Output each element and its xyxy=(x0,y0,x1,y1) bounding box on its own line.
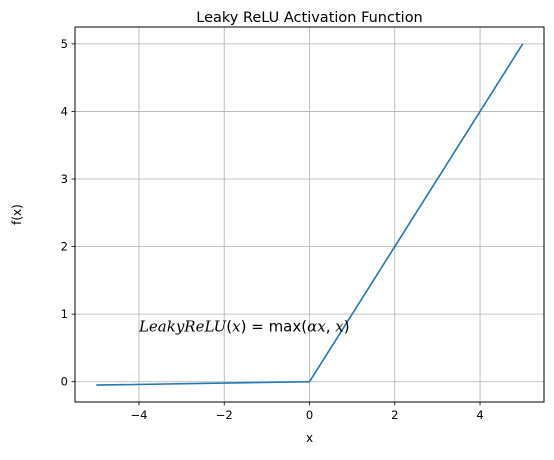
x-tick-label: −4 xyxy=(130,408,147,422)
formula-close-eq: ) = xyxy=(241,317,269,335)
tick-layer: −4 −2 0 2 4 0 1 2 3 4 5 xyxy=(61,37,484,422)
x-tick-label: 0 xyxy=(306,408,313,422)
formula-alpha-x: αx xyxy=(307,317,326,335)
y-tick-label: 4 xyxy=(61,104,68,118)
y-tick-label: 3 xyxy=(61,172,68,186)
y-tick-label: 1 xyxy=(61,307,68,321)
y-tick-label: 5 xyxy=(61,37,68,51)
y-tick-label: 0 xyxy=(61,375,68,389)
x-axis-label: x xyxy=(306,431,313,445)
formula-annotation: LeakyReLU(x) = max(αx, x) xyxy=(138,317,350,335)
formula-func-name: LeakyReLU xyxy=(138,317,228,335)
x-tick-label: 4 xyxy=(476,408,483,422)
formula-open-paren: ( xyxy=(226,317,232,335)
chart-title: Leaky ReLU Activation Function xyxy=(196,10,423,26)
y-axis-label: f(x) xyxy=(10,204,24,225)
formula-args-open: ( xyxy=(301,317,307,335)
y-tick-label: 2 xyxy=(61,240,68,254)
x-tick-label: 2 xyxy=(391,408,398,422)
formula-comma: , xyxy=(326,317,336,335)
formula-max: max xyxy=(269,317,302,335)
formula-x2: x xyxy=(335,317,344,335)
series-line xyxy=(96,43,524,386)
formula-arg: x xyxy=(232,317,241,335)
formula-args-close: ) xyxy=(344,317,350,335)
series-layer xyxy=(96,43,524,386)
x-tick-label: −2 xyxy=(216,408,233,422)
